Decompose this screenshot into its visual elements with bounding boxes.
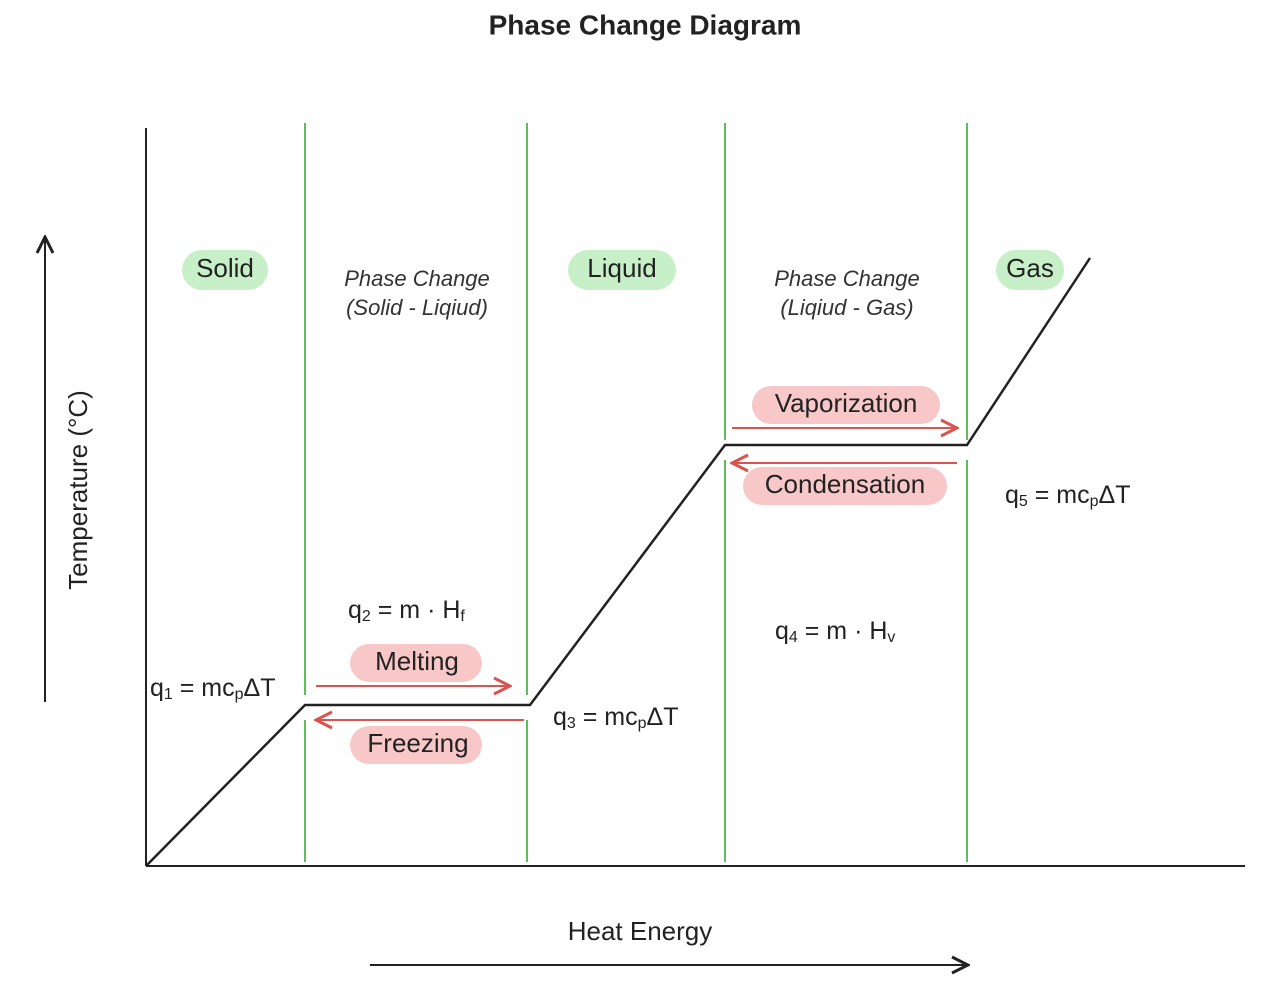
eq-part: q [775,617,789,645]
eq-part: ΔT [1099,481,1131,509]
eq-part: ΔT [647,703,679,731]
process-pill [752,386,940,424]
equation: q5 = mcpΔT [1005,481,1131,511]
eq-sub: p [235,686,244,703]
heating-curve [145,257,1092,867]
equation: q2 = m · Hf [348,596,465,626]
phase-label: Solid [196,253,254,283]
eq-sub: 3 [567,715,576,732]
phase-pill [996,250,1064,290]
eq-part: = m · H [371,596,461,624]
eq-sub: v [887,629,895,646]
title: Phase Change Diagram [489,9,802,40]
phase-pill [568,250,676,290]
y-axis-label: Temperature (°C) [63,390,93,590]
eq-sub: p [1090,493,1099,510]
eq-sub: 4 [789,629,798,646]
eq-sub: 2 [362,608,371,625]
equation: q1 = mcpΔT [150,674,276,704]
process-label: Melting [375,646,459,676]
phase-change-label: (Liqiud - Gas) [780,295,913,320]
equation: q3 = mcpΔT [553,703,679,733]
equation: q4 = m · Hv [775,617,895,647]
x-axis-label: Heat Energy [568,916,713,946]
phase-pill [182,250,268,290]
eq-part: q [553,703,567,731]
process-label: Freezing [367,728,468,758]
phase-change-label: Phase Change [344,266,490,291]
eq-part: q [1005,481,1019,509]
eq-part: ΔT [244,674,276,702]
process-pill [350,726,482,764]
process-pill [350,644,482,682]
eq-sub: 5 [1019,493,1028,510]
process-label: Condensation [765,469,925,499]
dividers [304,123,968,862]
process-pill [743,467,947,505]
phase-change-label: (Solid - Liqiud) [346,295,488,320]
eq-sub: f [460,608,465,625]
eq-part: q [348,596,362,624]
eq-part: = mc [173,674,235,702]
phase-label: Liquid [587,253,656,283]
eq-sub: p [638,715,647,732]
eq-part: = mc [1028,481,1090,509]
eq-part: = m · H [798,617,888,645]
process-label: Vaporization [775,388,918,418]
eq-sub: 1 [164,686,173,703]
phase-change-label: Phase Change [774,266,920,291]
eq-part: q [150,674,164,702]
eq-part: = mc [576,703,638,731]
phase-label: Gas [1006,253,1054,283]
